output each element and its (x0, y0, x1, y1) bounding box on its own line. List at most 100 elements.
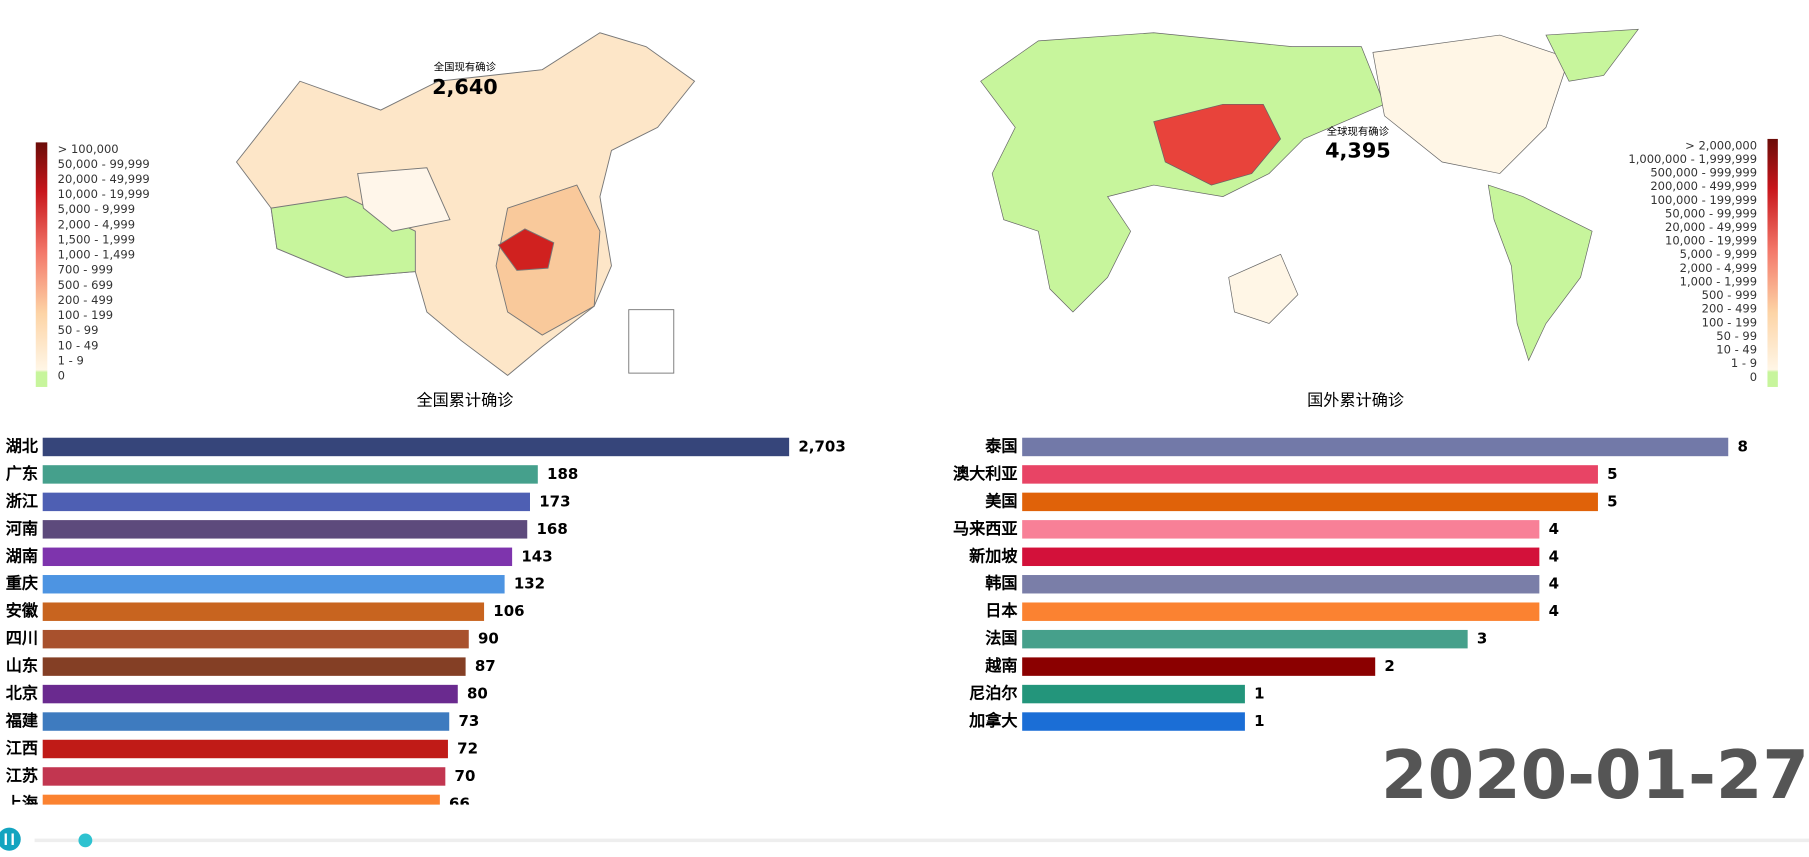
legend-label: 10 - 49 (1716, 343, 1757, 357)
category-label: 江西 (6, 738, 38, 757)
timeline-handle[interactable] (78, 833, 93, 848)
pause-icon (11, 833, 14, 845)
category-label: 美国 (985, 491, 1017, 510)
bar (42, 575, 505, 594)
bar (42, 465, 538, 484)
legend-label: 1,000 - 1,499 (58, 248, 135, 262)
category-label: 福建 (5, 711, 39, 730)
category-label: 澳大利亚 (953, 464, 1018, 483)
bar (1022, 684, 1245, 704)
bar (1022, 437, 1729, 457)
legend-label: 200 - 499 (1702, 302, 1757, 316)
chart-title: 全国累计确诊 (417, 390, 514, 409)
legend-label: 1 - 9 (58, 353, 84, 367)
bar (42, 520, 528, 539)
play-button[interactable] (0, 827, 21, 851)
legend-label: 2,000 - 4,999 (58, 217, 135, 231)
legend-label: 1,500 - 1,999 (58, 232, 135, 246)
legend-label: 1,000,000 - 1,999,999 (1628, 152, 1757, 166)
bar (42, 629, 469, 649)
legend-label: 1 - 9 (1731, 356, 1757, 370)
legend-label: 100,000 - 199,999 (1650, 193, 1757, 207)
value-label: 3 (1477, 630, 1487, 648)
legend-label: 20,000 - 49,999 (1665, 220, 1757, 234)
category-label: 尼泊尔 (969, 684, 1017, 703)
bar (1022, 520, 1540, 539)
legend-label: 500,000 - 999,999 (1650, 166, 1757, 180)
value-label: 1 (1254, 685, 1264, 703)
value-label: 8 (1737, 437, 1747, 455)
legend-label: > 100,000 (58, 142, 119, 156)
category-label: 浙江 (6, 491, 38, 510)
value-label: 80 (467, 685, 488, 703)
map-title: 全国现有确诊 (434, 60, 497, 73)
category-label: 日本 (985, 601, 1018, 620)
value-label: 106 (493, 602, 524, 620)
category-label: 山东 (6, 656, 38, 675)
value-label: 4 (1549, 602, 1559, 620)
bar (1022, 575, 1540, 594)
category-label: 上海 (6, 793, 38, 812)
bar (1022, 629, 1468, 649)
legend-label: 20,000 - 49,999 (58, 172, 150, 186)
legend-label: 0 (58, 369, 65, 383)
value-label: 132 (514, 575, 545, 593)
legend-label: 2,000 - 4,999 (1680, 261, 1757, 275)
value-label: 143 (521, 547, 552, 565)
bar (42, 712, 450, 731)
bar (1022, 547, 1540, 567)
bar (1022, 712, 1245, 731)
value-label: 66 (449, 794, 470, 812)
category-label: 江苏 (6, 766, 38, 785)
pause-icon (4, 833, 7, 845)
category-label: 广东 (6, 464, 38, 483)
bar (42, 437, 790, 457)
china-map (235, 32, 696, 377)
bar (42, 657, 466, 676)
legend-label: 5,000 - 9,999 (1680, 247, 1757, 261)
category-label: 加拿大 (968, 711, 1017, 730)
legend-bar (35, 142, 48, 387)
bar (1022, 492, 1598, 512)
bar (42, 547, 513, 567)
bar (1022, 465, 1598, 484)
category-label: 北京 (6, 684, 38, 703)
category-label: 河南 (6, 519, 38, 538)
world-map (980, 28, 1639, 362)
value-label: 168 (536, 520, 567, 538)
bar (42, 602, 485, 621)
value-label: 87 (475, 657, 496, 675)
bar (42, 767, 446, 786)
bar (42, 684, 458, 704)
legend-label: 10 - 49 (58, 338, 99, 352)
value-label: 4 (1549, 547, 1559, 565)
legend-label: 100 - 199 (58, 308, 113, 322)
legend-bar (1767, 138, 1778, 387)
category-label: 马来西亚 (953, 519, 1018, 538)
legend-label: 1,000 - 1,999 (1680, 274, 1757, 288)
legend-label: 50,000 - 99,999 (58, 157, 150, 171)
value-label: 2 (1384, 657, 1394, 675)
legend-label: 500 - 999 (1702, 288, 1757, 302)
value-label: 5 (1607, 465, 1617, 483)
value-label: 173 (539, 492, 570, 510)
map-title: 全球现有确诊 (1327, 125, 1390, 138)
category-label: 韩国 (985, 574, 1017, 593)
category-label: 泰国 (984, 436, 1017, 455)
value-label: 1 (1254, 712, 1264, 730)
date-label: 2020-01-27 (1381, 736, 1809, 814)
legend-label: 700 - 999 (58, 263, 113, 277)
bar (1022, 657, 1376, 676)
category-label: 法国 (985, 629, 1017, 648)
value-label: 90 (478, 630, 499, 648)
category-label: 重庆 (6, 574, 39, 593)
category-label: 新加坡 (969, 546, 1018, 565)
value-label: 4 (1549, 520, 1559, 538)
category-label: 湖北 (6, 436, 39, 455)
value-label: 5 (1607, 492, 1617, 510)
map-total: 4,395 (1325, 139, 1391, 163)
category-label: 四川 (6, 629, 38, 648)
legend-label: 5,000 - 9,999 (58, 202, 135, 216)
legend-label: 10,000 - 19,999 (1665, 234, 1757, 248)
